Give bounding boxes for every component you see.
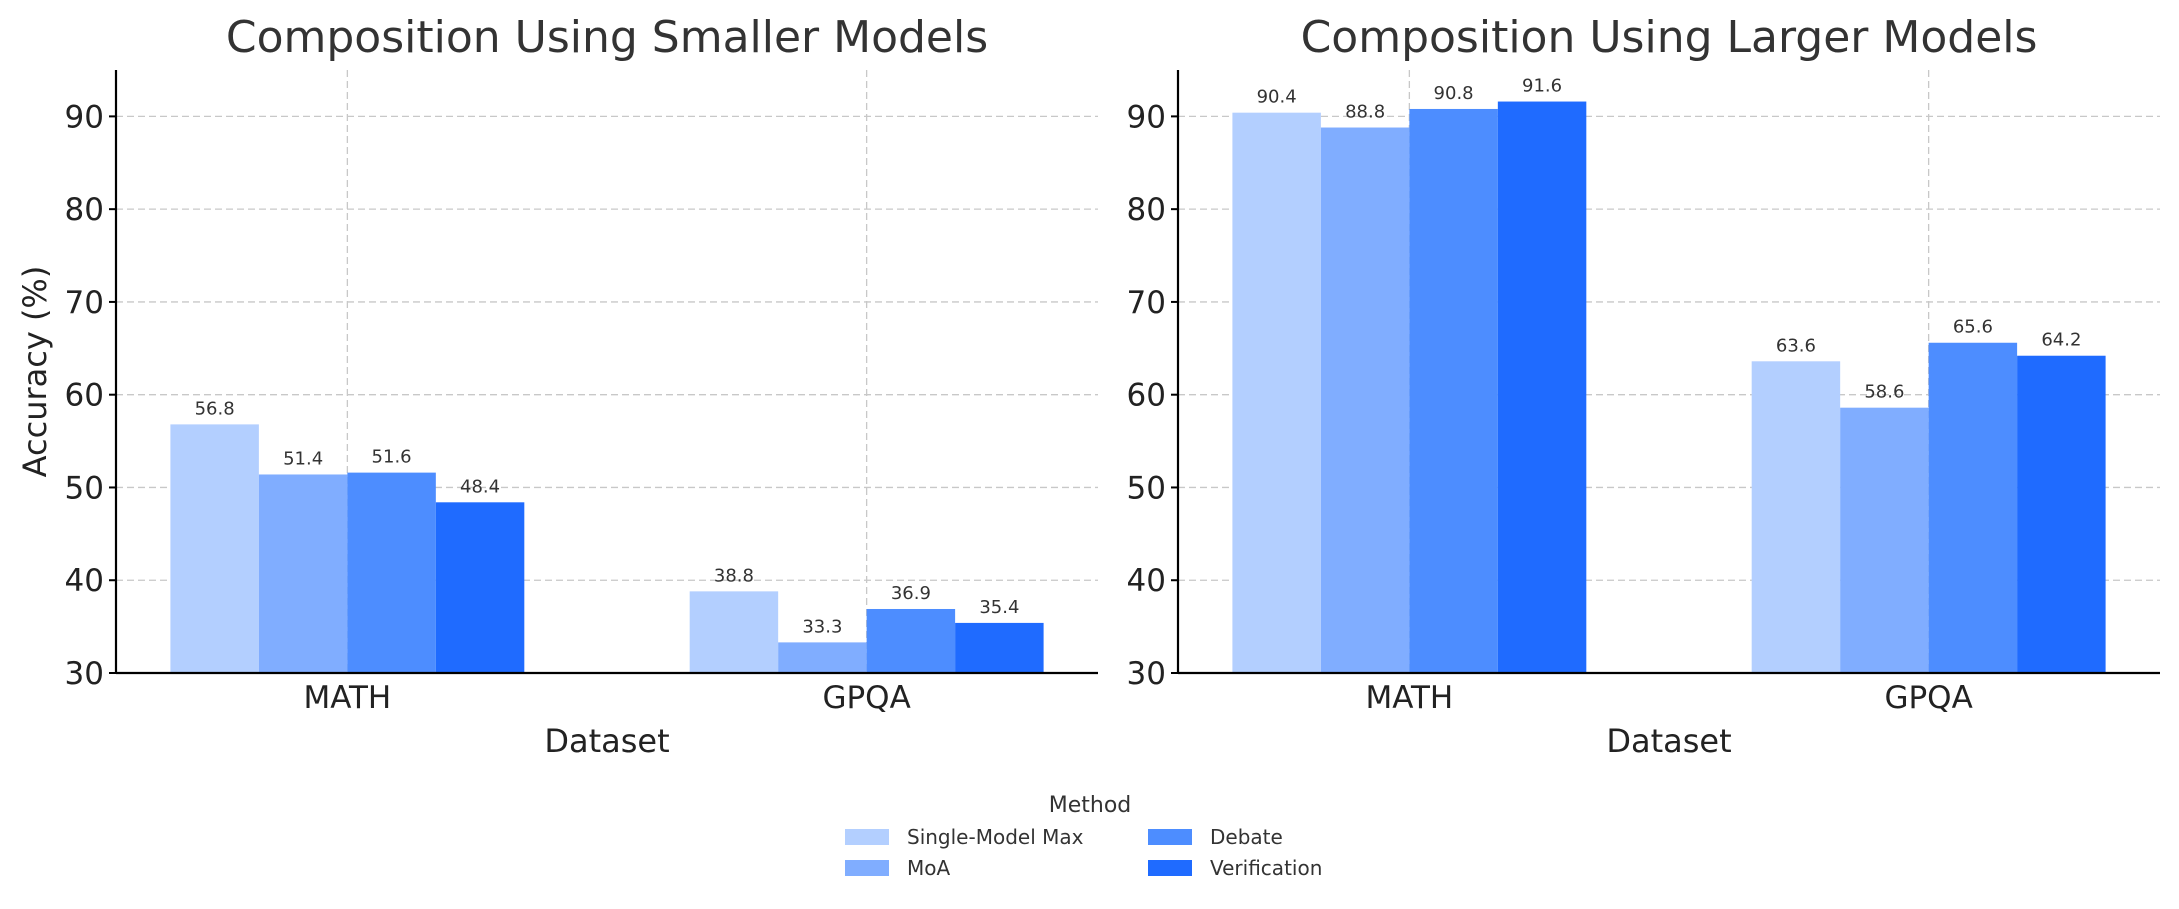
legend-swatch-verification	[1148, 860, 1192, 876]
x-axis-label: Dataset	[1606, 722, 1731, 760]
legend: Method Single-Model Max MoA Debate Verif…	[845, 793, 1322, 880]
data-label: 38.8	[714, 565, 754, 586]
legend-label-single-model-max: Single-Model Max	[907, 825, 1084, 849]
data-label: 36.9	[891, 583, 931, 604]
data-label: 91.6	[1522, 76, 1562, 97]
bar-verification-gpqa	[955, 622, 1044, 673]
bar-debate-math	[1409, 108, 1498, 673]
x-tick-label: MATH	[303, 680, 391, 716]
bar-single-model-max-math	[1232, 112, 1321, 674]
y-tick-label: 80	[1127, 192, 1166, 228]
bar-verification-math	[1497, 101, 1587, 673]
legend-label-verification: Verification	[1210, 856, 1322, 880]
x-tick-label: GPQA	[822, 680, 910, 716]
legend-title: Method	[1049, 793, 1132, 818]
data-label: 65.6	[1953, 317, 1993, 338]
y-tick-label: 40	[1127, 563, 1166, 599]
data-label: 51.4	[283, 448, 323, 469]
y-tick-label: 50	[1127, 470, 1166, 506]
bar-single-model-max-math	[170, 424, 259, 673]
legend-swatch-debate	[1148, 829, 1192, 845]
legend-swatch-single-model-max	[845, 829, 889, 845]
bar-debate-gpqa	[1928, 342, 2018, 673]
y-tick-label: 90	[65, 99, 104, 135]
data-label: 48.4	[460, 476, 500, 497]
chart-title: Composition Using Smaller Models	[226, 12, 988, 63]
y-tick-label: 70	[1127, 285, 1166, 321]
data-label: 51.6	[372, 447, 412, 468]
bar-moa-math	[1320, 127, 1410, 674]
y-axis-label: Accuracy (%)	[16, 266, 54, 478]
bar-single-model-max-gpqa	[689, 591, 779, 673]
bar-moa-gpqa	[1840, 407, 1929, 673]
data-label: 63.6	[1776, 335, 1816, 356]
data-label: 90.8	[1434, 83, 1474, 104]
data-label: 33.3	[802, 616, 842, 637]
y-tick-label: 60	[65, 378, 104, 414]
y-tick-label: 50	[65, 470, 104, 506]
data-label: 35.4	[979, 597, 1019, 618]
bar-moa-gpqa	[778, 642, 867, 673]
x-tick-label: GPQA	[1884, 680, 1972, 716]
y-tick-label: 40	[65, 563, 104, 599]
bar-verification-math	[435, 502, 525, 673]
y-tick-label: 90	[1127, 99, 1166, 135]
y-tick-label: 80	[65, 192, 104, 228]
data-label: 90.4	[1257, 87, 1297, 108]
chart-panel-2: Composition Using Larger Models 30 40 50 60 7…	[1127, 12, 2160, 760]
y-tick-label: 70	[65, 285, 104, 321]
bar-debate-gpqa	[866, 608, 956, 673]
chart-panels: Composition Using Smaller Models 30 40 50 60…	[16, 12, 2160, 760]
bar-single-model-max-gpqa	[1751, 361, 1841, 673]
bar-debate-math	[347, 472, 436, 673]
data-label: 88.8	[1345, 102, 1385, 123]
bar-moa-math	[258, 474, 348, 673]
chart-panel-1: Composition Using Smaller Models 30 40 50 60…	[16, 12, 1098, 760]
chart-title: Composition Using Larger Models	[1301, 12, 2038, 63]
data-label: 56.8	[195, 398, 235, 419]
legend-label-debate: Debate	[1210, 825, 1283, 849]
y-tick-label: 60	[1127, 378, 1166, 414]
x-axis-label: Dataset	[544, 722, 669, 760]
y-tick-label: 30	[1127, 656, 1166, 692]
data-label: 58.6	[1864, 382, 1904, 403]
bar-verification-gpqa	[2017, 355, 2106, 673]
data-label: 64.2	[2041, 330, 2081, 351]
x-tick-label: MATH	[1365, 680, 1453, 716]
legend-swatch-moa	[845, 860, 889, 876]
legend-label-moa: MoA	[907, 856, 950, 880]
y-tick-label: 30	[65, 656, 104, 692]
